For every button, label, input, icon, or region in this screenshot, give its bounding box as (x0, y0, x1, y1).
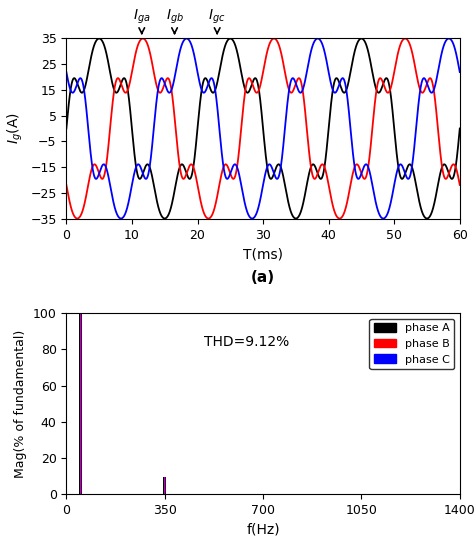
Text: (a): (a) (251, 270, 275, 285)
Bar (164, 477, 165, 494)
Text: THD=9.12%: THD=9.12% (204, 335, 289, 349)
Y-axis label: $I_g$(A): $I_g$(A) (5, 112, 25, 144)
Bar (80, 313, 81, 494)
Legend: phase A, phase B, phase C: phase A, phase B, phase C (369, 319, 454, 369)
Bar (79, 313, 80, 494)
X-axis label: T(ms): T(ms) (243, 247, 283, 261)
Text: $I_{ga}$: $I_{ga}$ (133, 8, 151, 33)
Bar (163, 477, 164, 494)
X-axis label: f(Hz): f(Hz) (246, 522, 280, 536)
Bar (165, 477, 166, 494)
Y-axis label: Mag(% of fundamental): Mag(% of fundamental) (14, 330, 27, 478)
Text: $I_{gb}$: $I_{gb}$ (165, 8, 183, 33)
Text: $I_{gc}$: $I_{gc}$ (209, 8, 226, 33)
Bar (81, 313, 82, 494)
